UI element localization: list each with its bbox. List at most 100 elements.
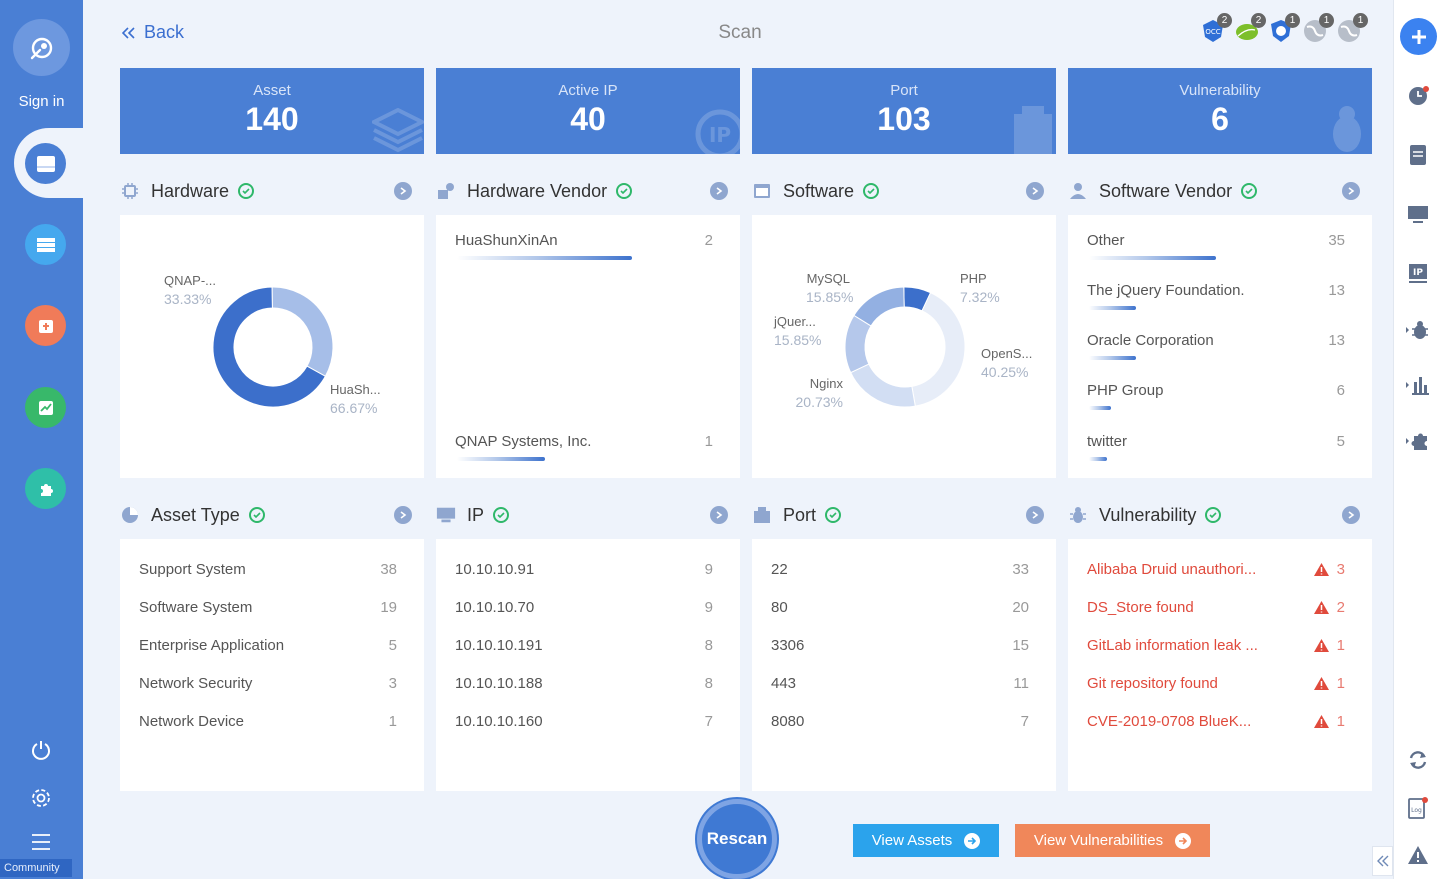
list-item[interactable]: The jQuery Foundation. 13: [1087, 282, 1345, 312]
check-icon: [497, 512, 505, 518]
chevron-right-icon: [716, 187, 723, 195]
list-item[interactable]: 10.10.10.188 8: [455, 675, 713, 697]
report-icon: [38, 400, 53, 415]
section-more-button[interactable]: [394, 182, 412, 200]
list-item[interactable]: CVE-2019-0708 BlueK... 1: [1087, 713, 1345, 735]
document-button[interactable]: [1406, 143, 1430, 167]
item-count: 2: [1336, 599, 1345, 616]
list-item[interactable]: 22 33: [771, 561, 1029, 583]
list-item[interactable]: Git repository found 1: [1087, 675, 1345, 697]
tool-occ[interactable]: OCC 2: [1200, 13, 1232, 43]
rescan-button[interactable]: Rescan: [697, 799, 777, 879]
view-assets-button[interactable]: View Assets: [853, 824, 999, 857]
list-item[interactable]: 3306 15: [771, 637, 1029, 659]
refresh-button[interactable]: [1406, 748, 1430, 772]
document-icon: [1410, 145, 1426, 165]
section-more-button[interactable]: [1342, 182, 1360, 200]
tool-leaf[interactable]: 2: [1234, 13, 1266, 43]
collapse-panel-button[interactable]: [1372, 846, 1393, 876]
donut-slice[interactable]: [850, 363, 916, 408]
donut-slice[interactable]: [212, 286, 327, 408]
check-icon: [1209, 512, 1217, 518]
bug-button[interactable]: [1406, 318, 1430, 342]
list-item[interactable]: 8080 7: [771, 713, 1029, 735]
stat-card-asset[interactable]: Asset 140: [120, 68, 424, 154]
settings-button[interactable]: [28, 785, 54, 811]
stat-card-port[interactable]: Port 103: [752, 68, 1056, 154]
ip-button[interactable]: IP: [1406, 262, 1430, 286]
chart-button[interactable]: [1406, 373, 1430, 397]
list-item[interactable]: 10.10.10.191 8: [455, 637, 713, 659]
slice-name: OpenS...: [981, 346, 1033, 361]
section-more-button[interactable]: [394, 506, 412, 524]
refresh-icon: [1409, 751, 1427, 769]
tool-globe[interactable]: 1: [1302, 13, 1334, 43]
list-item[interactable]: Network Device 1: [139, 713, 397, 735]
list-item[interactable]: HuaShunXinAn 2: [455, 232, 713, 262]
list-item[interactable]: Oracle Corporation 13: [1087, 332, 1345, 362]
power-button[interactable]: [28, 737, 54, 763]
section-title: Software: [783, 180, 855, 201]
tool-shield[interactable]: 1: [1268, 13, 1300, 43]
log-button[interactable]: Log: [1406, 796, 1430, 820]
list-item[interactable]: 10.10.10.160 7: [455, 713, 713, 735]
puzzle-icon: [1406, 433, 1427, 450]
list-item[interactable]: Network Security 3: [139, 675, 397, 697]
sign-in-link[interactable]: Sign in: [18, 93, 65, 110]
section-more-button[interactable]: [710, 182, 728, 200]
donut-slice[interactable]: [271, 286, 334, 377]
item-bar: [457, 457, 545, 461]
section-more-button[interactable]: [710, 506, 728, 524]
item-name: Enterprise Application: [139, 637, 285, 654]
list-item[interactable]: 10.10.10.91 9: [455, 561, 713, 583]
slice-percent: 15.85%: [774, 332, 822, 348]
list-item[interactable]: PHP Group 6: [1087, 382, 1345, 412]
donut-slice[interactable]: [853, 286, 905, 327]
back-link[interactable]: Back: [122, 22, 184, 43]
list-item[interactable]: 80 20: [771, 599, 1029, 621]
stat-card-vulnerability[interactable]: Vulnerability 6: [1068, 68, 1372, 154]
list-item[interactable]: Software System 19: [139, 599, 397, 621]
nav-plugin[interactable]: [25, 468, 66, 509]
list-item[interactable]: DS_Store found 2: [1087, 599, 1345, 621]
list-item[interactable]: Alibaba Druid unauthori... 3: [1087, 561, 1345, 583]
list-item[interactable]: 10.10.10.70 9: [455, 599, 713, 621]
app-logo[interactable]: [13, 19, 70, 76]
list-item[interactable]: twitter 5: [1087, 433, 1345, 463]
view-vulnerabilities-button[interactable]: View Vulnerabilities: [1015, 824, 1210, 857]
chevron-right-icon: [716, 511, 723, 519]
list-item[interactable]: QNAP Systems, Inc. 1: [455, 433, 713, 463]
alert-button[interactable]: [1406, 843, 1430, 867]
item-count: 3: [388, 675, 397, 692]
list-item[interactable]: Enterprise Application 5: [139, 637, 397, 659]
list-item[interactable]: GitLab information leak ... 1: [1087, 637, 1345, 659]
add-button[interactable]: [1400, 18, 1437, 55]
nav-vulnerability[interactable]: [25, 305, 66, 346]
list-item[interactable]: Support System 38: [139, 561, 397, 583]
nav-report[interactable]: [25, 387, 66, 428]
tool-globe[interactable]: 1: [1336, 13, 1368, 43]
section-more-button[interactable]: [1026, 506, 1044, 524]
svg-text:IP: IP: [1413, 268, 1423, 278]
item-bar: [1089, 356, 1136, 360]
plugin-button[interactable]: [1406, 429, 1430, 453]
nav-assets[interactable]: [25, 143, 66, 184]
nav-list[interactable]: [25, 224, 66, 265]
monitor-button[interactable]: [1406, 203, 1430, 227]
tool-badge: 2: [1217, 13, 1232, 28]
stat-value: 6: [1211, 101, 1229, 137]
section-more-button[interactable]: [1342, 506, 1360, 524]
section-header-hardware-vendor: Hardware Vendor: [436, 178, 740, 204]
history-button[interactable]: [1406, 84, 1430, 108]
list-item[interactable]: Other 35: [1087, 232, 1345, 262]
section-more-button[interactable]: [1026, 182, 1044, 200]
check-icon: [242, 188, 250, 194]
vendor-icon: [438, 183, 454, 199]
section-title: IP: [467, 504, 485, 525]
section-header-hardware: Hardware: [120, 178, 424, 204]
stat-card-active-ip[interactable]: Active IP 40 IP: [436, 68, 740, 154]
list-item[interactable]: 443 11: [771, 675, 1029, 697]
community-link[interactable]: Community: [0, 859, 72, 877]
menu-button[interactable]: [28, 829, 54, 855]
check-icon: [867, 188, 875, 194]
